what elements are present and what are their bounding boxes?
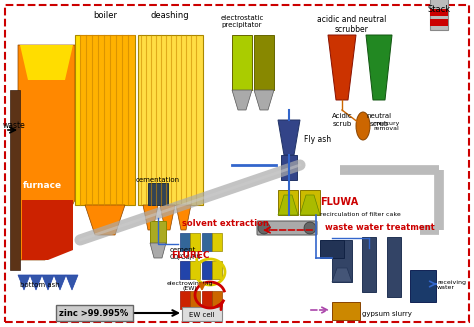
FancyBboxPatch shape [80,35,135,205]
Text: Stack: Stack [428,5,451,14]
FancyBboxPatch shape [332,302,360,320]
FancyBboxPatch shape [202,261,212,279]
FancyBboxPatch shape [332,240,352,282]
Polygon shape [22,200,73,260]
Text: mercury
removal: mercury removal [373,121,400,131]
Text: FLUWA: FLUWA [320,197,358,207]
Ellipse shape [356,112,370,140]
Text: cementation: cementation [136,177,180,183]
FancyBboxPatch shape [300,190,320,215]
Text: deashing: deashing [151,10,189,20]
FancyBboxPatch shape [281,155,297,180]
FancyBboxPatch shape [190,233,200,251]
Polygon shape [366,35,392,100]
Text: neutral
scrub: neutral scrub [366,113,392,127]
Polygon shape [300,195,320,215]
FancyBboxPatch shape [254,35,274,90]
Polygon shape [232,90,252,110]
Polygon shape [176,205,191,230]
FancyBboxPatch shape [320,240,344,258]
FancyBboxPatch shape [190,261,200,279]
FancyBboxPatch shape [212,261,222,279]
FancyBboxPatch shape [56,305,133,321]
FancyBboxPatch shape [150,221,166,243]
Circle shape [258,222,270,234]
FancyBboxPatch shape [75,35,135,205]
Polygon shape [150,243,166,258]
Polygon shape [143,205,158,230]
FancyBboxPatch shape [430,0,448,30]
Text: gypsum slurry: gypsum slurry [362,311,412,317]
Polygon shape [42,275,54,290]
Polygon shape [30,275,42,290]
Polygon shape [278,195,298,215]
Text: recirculation of filter cake: recirculation of filter cake [320,213,401,217]
FancyBboxPatch shape [387,237,401,297]
Text: FLUREC: FLUREC [171,251,209,261]
FancyBboxPatch shape [257,221,317,235]
Text: waste water treatment: waste water treatment [325,223,435,232]
Polygon shape [10,90,20,270]
FancyBboxPatch shape [232,35,252,90]
FancyBboxPatch shape [138,35,203,205]
Polygon shape [278,120,300,155]
Text: Acidic
scrub: Acidic scrub [332,113,352,127]
FancyBboxPatch shape [430,9,448,16]
Text: electrostatic
precipitator: electrostatic precipitator [220,15,264,28]
Text: furnace: furnace [22,181,62,190]
Text: solvent extraction: solvent extraction [182,218,269,228]
Polygon shape [18,275,30,290]
Polygon shape [160,205,175,230]
FancyBboxPatch shape [182,307,222,321]
FancyBboxPatch shape [180,233,190,251]
FancyBboxPatch shape [148,183,168,205]
Polygon shape [328,35,356,100]
FancyBboxPatch shape [362,237,376,292]
FancyBboxPatch shape [410,270,436,302]
FancyBboxPatch shape [202,233,212,251]
FancyBboxPatch shape [180,261,190,279]
Polygon shape [85,205,125,235]
Polygon shape [332,268,352,282]
FancyBboxPatch shape [430,19,448,26]
FancyBboxPatch shape [212,291,222,309]
FancyBboxPatch shape [212,233,222,251]
Text: waste: waste [3,121,26,129]
Text: Fly ash: Fly ash [304,135,331,145]
Polygon shape [254,90,274,110]
Polygon shape [20,45,73,80]
Polygon shape [54,275,66,290]
Text: zinc >99.995%: zinc >99.995% [59,309,128,318]
Polygon shape [66,275,78,290]
FancyBboxPatch shape [180,291,190,309]
Text: receiving
water: receiving water [437,280,466,290]
Text: electrowinning
(EW): electrowinning (EW) [167,281,213,291]
Text: acidic and neutral
scrubber: acidic and neutral scrubber [317,15,387,34]
FancyBboxPatch shape [202,291,212,309]
Circle shape [304,222,316,234]
FancyBboxPatch shape [190,291,200,309]
Text: EW cell: EW cell [189,312,215,318]
Text: cement
Cu/Cd/Pb: cement Cu/Cd/Pb [170,247,201,260]
Polygon shape [18,45,75,260]
FancyBboxPatch shape [278,190,298,215]
Text: bottom ash: bottom ash [20,282,60,288]
Text: boiler: boiler [93,10,117,20]
